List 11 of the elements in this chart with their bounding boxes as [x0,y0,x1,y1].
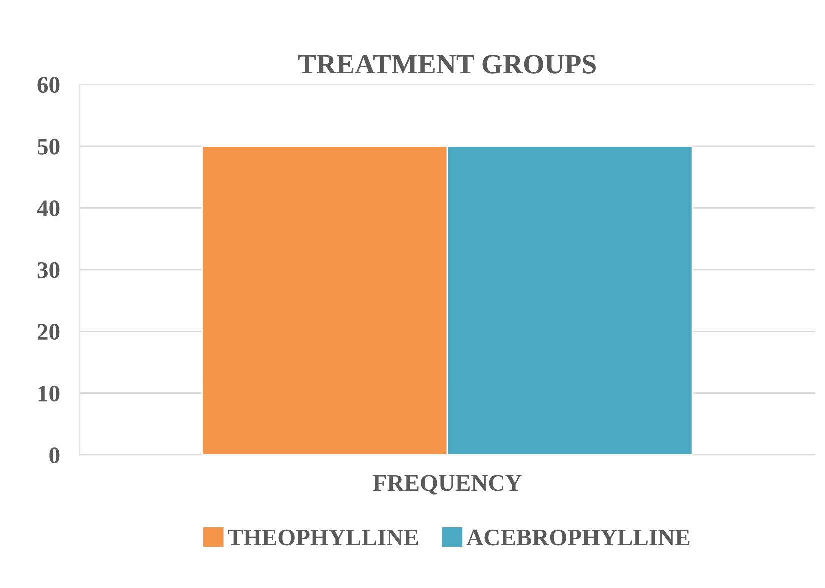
x-tick-label: FREQUENCY [373,475,522,495]
y-tick-label: 50 [38,138,60,155]
y-tick-label: 60 [38,77,60,94]
y-tick-label: 30 [38,262,60,278]
chart-title: TREATMENT GROUPS [298,55,596,74]
legend-label: THEOPHYLLINE [228,530,418,546]
y-tick-label: 10 [38,386,60,402]
y-tick-label: 40 [37,200,60,217]
y-tick-label: 20 [38,324,60,340]
legend-label: ACEBROPHYLLINE [466,530,690,546]
y-tick-label: 0 [50,448,60,464]
